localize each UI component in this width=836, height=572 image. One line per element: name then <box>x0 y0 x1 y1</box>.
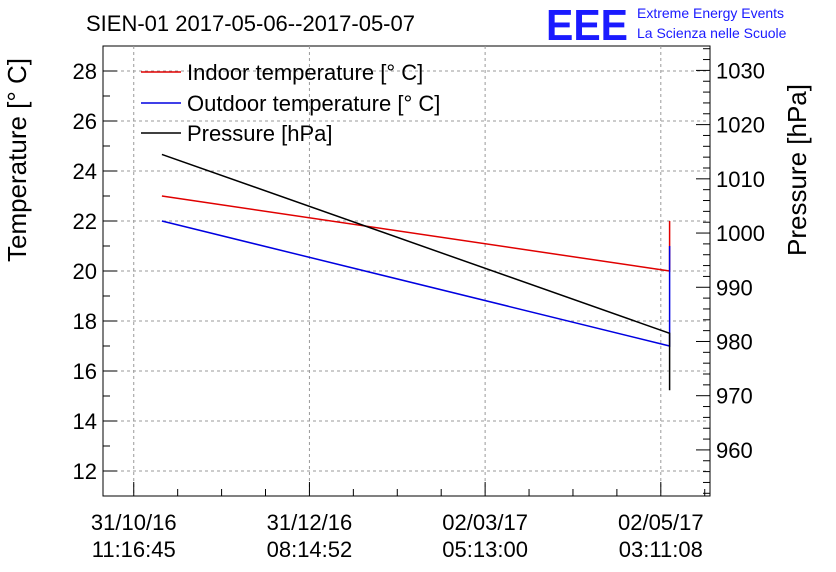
y-left-tick-label-20: 20 <box>73 259 97 284</box>
legend-label-indoor: Indoor temperature [° C] <box>187 60 423 85</box>
axes: 12 14 16 18 20 22 24 26 28 960 970 980 990 1000 1010 10… <box>73 45 765 562</box>
legend-label-outdoor: Outdoor temperature [° C] <box>187 91 440 116</box>
y-right-tick-label-1000: 1000 <box>716 221 765 246</box>
x-tick-label-time: 05:13:00 <box>442 537 528 562</box>
y-left-tick-label-18: 18 <box>73 309 97 334</box>
y-right-tick-label-960: 960 <box>716 438 753 463</box>
y-right-tick-label-970: 970 <box>716 384 753 409</box>
series-layer <box>161 153 671 391</box>
y-left-tick-label-22: 22 <box>73 209 97 234</box>
chart-title: SIEN-01 2017-05-06--2017-05-07 <box>86 11 415 36</box>
legend-label-pressure: Pressure [hPa] <box>187 121 333 146</box>
x-tick-label-time: 08:14:52 <box>267 537 353 562</box>
x-tick-label-date: 31/10/16 <box>91 510 177 535</box>
x-tick-label-date: 02/03/17 <box>442 510 528 535</box>
logo-line-1: Extreme Energy Events <box>637 5 784 21</box>
y-left-tick-label-16: 16 <box>73 359 97 384</box>
y-left-tick-label-12: 12 <box>73 459 97 484</box>
y-right-tick-label-1010: 1010 <box>716 167 765 192</box>
series-line-0 <box>161 195 671 272</box>
series-line-2 <box>161 153 671 391</box>
grid <box>103 46 710 496</box>
y-right-tick-label-1020: 1020 <box>716 113 765 138</box>
x-tick-label-time: 11:16:45 <box>92 537 176 562</box>
eee-logo: EEE <box>546 1 628 50</box>
y-right-tick-label-990: 990 <box>716 275 753 300</box>
x-tick-label-date: 02/05/17 <box>618 510 704 535</box>
y-axis-left-title: Temperature [° C] <box>2 58 32 262</box>
y-left-tick-label-26: 26 <box>73 109 97 134</box>
legend: Indoor temperature [° C] Outdoor tempera… <box>141 60 440 146</box>
y-axis-right-title: Pressure [hPa] <box>782 84 812 256</box>
y-right-tick-label-980: 980 <box>716 329 753 354</box>
logo-line-2: La Scienza nelle Scuole <box>637 25 787 41</box>
y-right-tick-label-1030: 1030 <box>716 58 765 83</box>
x-tick-label-date: 31/12/16 <box>267 510 353 535</box>
x-tick-label-time: 03:11:08 <box>619 537 703 562</box>
y-left-tick-label-28: 28 <box>73 59 97 84</box>
y-left-tick-label-14: 14 <box>73 409 97 434</box>
y-left-tick-label-24: 24 <box>73 159 97 184</box>
series-line-1 <box>161 220 671 347</box>
